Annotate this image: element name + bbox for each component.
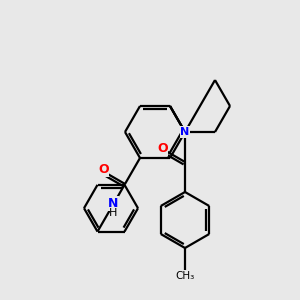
Text: CH₃: CH₃ <box>176 271 195 281</box>
Text: N: N <box>108 197 119 210</box>
Text: N: N <box>180 127 190 137</box>
Text: O: O <box>98 163 109 176</box>
Text: H: H <box>109 208 118 218</box>
Text: O: O <box>157 142 168 155</box>
